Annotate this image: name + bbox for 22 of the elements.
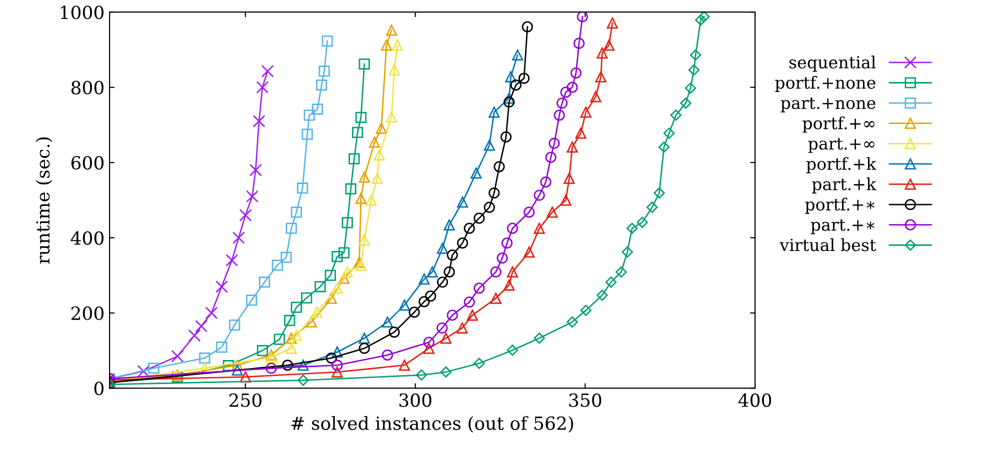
x-tick-label: 250 — [229, 393, 262, 408]
y-tick-label: 600 — [71, 156, 104, 170]
legend-label: sequential — [789, 56, 876, 72]
legend-label: portf.+k — [806, 157, 876, 174]
legend-label: part.+∗ — [810, 219, 874, 234]
legend-label: portf.+none — [775, 76, 876, 92]
legend-label: part.+∞ — [808, 138, 874, 153]
y-tick-label: 1000 — [60, 6, 104, 20]
x-tick-label: 350 — [569, 393, 602, 408]
y-tick-label: 400 — [70, 231, 104, 245]
y-axis-title: runtime (sec.) — [36, 137, 52, 264]
legend-label: portf.+∞ — [802, 116, 874, 133]
legend-label: part.+none — [780, 98, 876, 112]
x-tick-label: 300 — [399, 393, 432, 408]
x-axis-title: # solved instances (out of 562) — [291, 416, 574, 433]
y-tick-label: 0 — [94, 382, 104, 396]
legend-label: portf.+∗ — [805, 198, 874, 214]
legend-label: virtual best — [780, 238, 876, 252]
y-tick-label: 200 — [71, 306, 104, 320]
legend-label: part.+k — [812, 177, 876, 194]
x-tick-label: 400 — [738, 393, 772, 408]
y-tick-label: 800 — [71, 80, 104, 94]
